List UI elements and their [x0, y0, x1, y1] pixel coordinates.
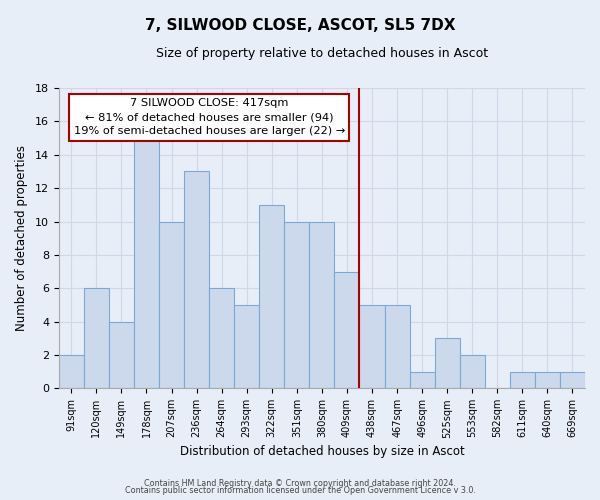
Bar [560, 372, 585, 388]
Bar [259, 205, 284, 388]
Bar [460, 355, 485, 388]
Bar [184, 172, 209, 388]
X-axis label: Distribution of detached houses by size in Ascot: Distribution of detached houses by size … [179, 444, 464, 458]
Text: Contains HM Land Registry data © Crown copyright and database right 2024.: Contains HM Land Registry data © Crown c… [144, 478, 456, 488]
Bar [385, 305, 410, 388]
Bar [109, 322, 134, 388]
Bar [535, 372, 560, 388]
Bar [359, 305, 385, 388]
Text: 7 SILWOOD CLOSE: 417sqm
← 81% of detached houses are smaller (94)
19% of semi-de: 7 SILWOOD CLOSE: 417sqm ← 81% of detache… [74, 98, 345, 136]
Bar [159, 222, 184, 388]
Bar [84, 288, 109, 388]
Text: 7, SILWOOD CLOSE, ASCOT, SL5 7DX: 7, SILWOOD CLOSE, ASCOT, SL5 7DX [145, 18, 455, 32]
Bar [434, 338, 460, 388]
Bar [310, 222, 334, 388]
Bar [59, 355, 84, 388]
Bar [284, 222, 310, 388]
Bar [334, 272, 359, 388]
Text: Contains public sector information licensed under the Open Government Licence v : Contains public sector information licen… [125, 486, 475, 495]
Bar [234, 305, 259, 388]
Bar [209, 288, 234, 388]
Bar [510, 372, 535, 388]
Bar [410, 372, 434, 388]
Title: Size of property relative to detached houses in Ascot: Size of property relative to detached ho… [156, 48, 488, 60]
Y-axis label: Number of detached properties: Number of detached properties [15, 145, 28, 331]
Bar [134, 138, 159, 388]
